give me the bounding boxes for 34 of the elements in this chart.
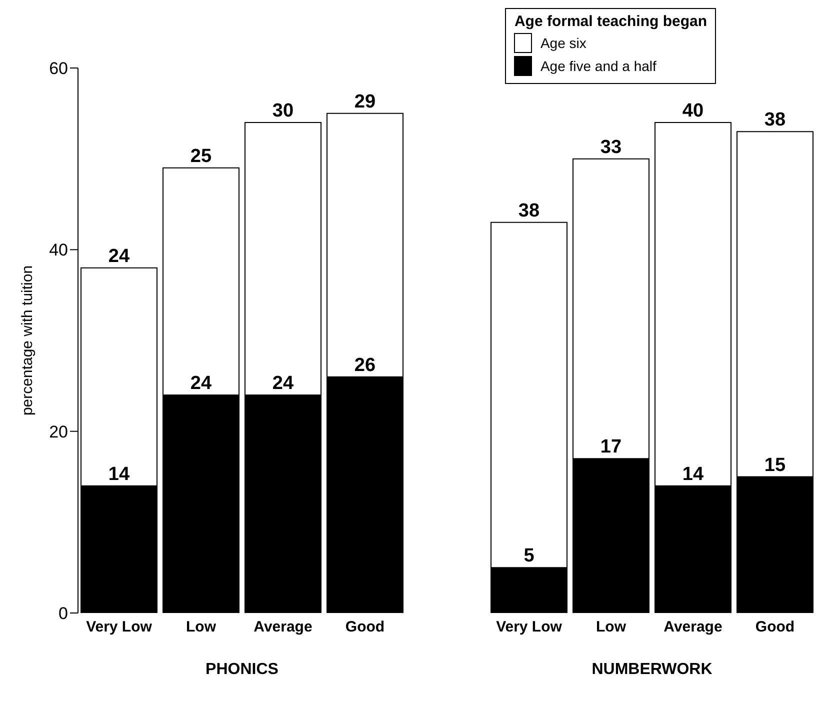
legend-label: Age five and a half [540, 58, 656, 74]
y-tick-label: 40 [49, 240, 68, 260]
y-tick-label: 60 [49, 59, 68, 78]
data-label: 24 [272, 373, 294, 394]
legend-title: Age formal teaching began [514, 13, 707, 30]
x-tick-label: Average [254, 618, 312, 636]
data-label: 17 [600, 436, 622, 458]
x-tick-label: Very Low [86, 618, 152, 636]
text: NUMBERWORK [590, 661, 714, 679]
text: PHONICS [204, 661, 280, 679]
data-label: 38 [518, 200, 540, 222]
data-label: 25 [190, 146, 212, 167]
x-tick-label: Low [186, 618, 216, 636]
data-label: 24 [108, 246, 130, 267]
legend-label: Age six [540, 35, 586, 51]
data-label: 14 [682, 464, 704, 485]
y-axis-title: percentage with tuition [19, 265, 36, 416]
x-tick-label: Low [596, 618, 626, 636]
data-label: 29 [354, 91, 376, 112]
data-label: 26 [354, 354, 376, 376]
data-label: 40 [682, 100, 704, 122]
data-label: 33 [600, 136, 622, 158]
y-tick-label: 0 [58, 604, 68, 624]
x-tick-label: Good [755, 618, 795, 636]
data-label: 5 [524, 546, 535, 567]
x-tick-label: Average [664, 618, 722, 636]
data-label: 30 [272, 100, 294, 122]
y-tick-label: 20 [49, 422, 68, 442]
x-tick-label: Good [345, 618, 385, 636]
x-tick-label: Very Low [496, 618, 562, 636]
data-label: 24 [190, 373, 212, 394]
data-label: 15 [764, 454, 786, 476]
data-label: 14 [108, 464, 130, 485]
data-label: 38 [764, 110, 786, 131]
